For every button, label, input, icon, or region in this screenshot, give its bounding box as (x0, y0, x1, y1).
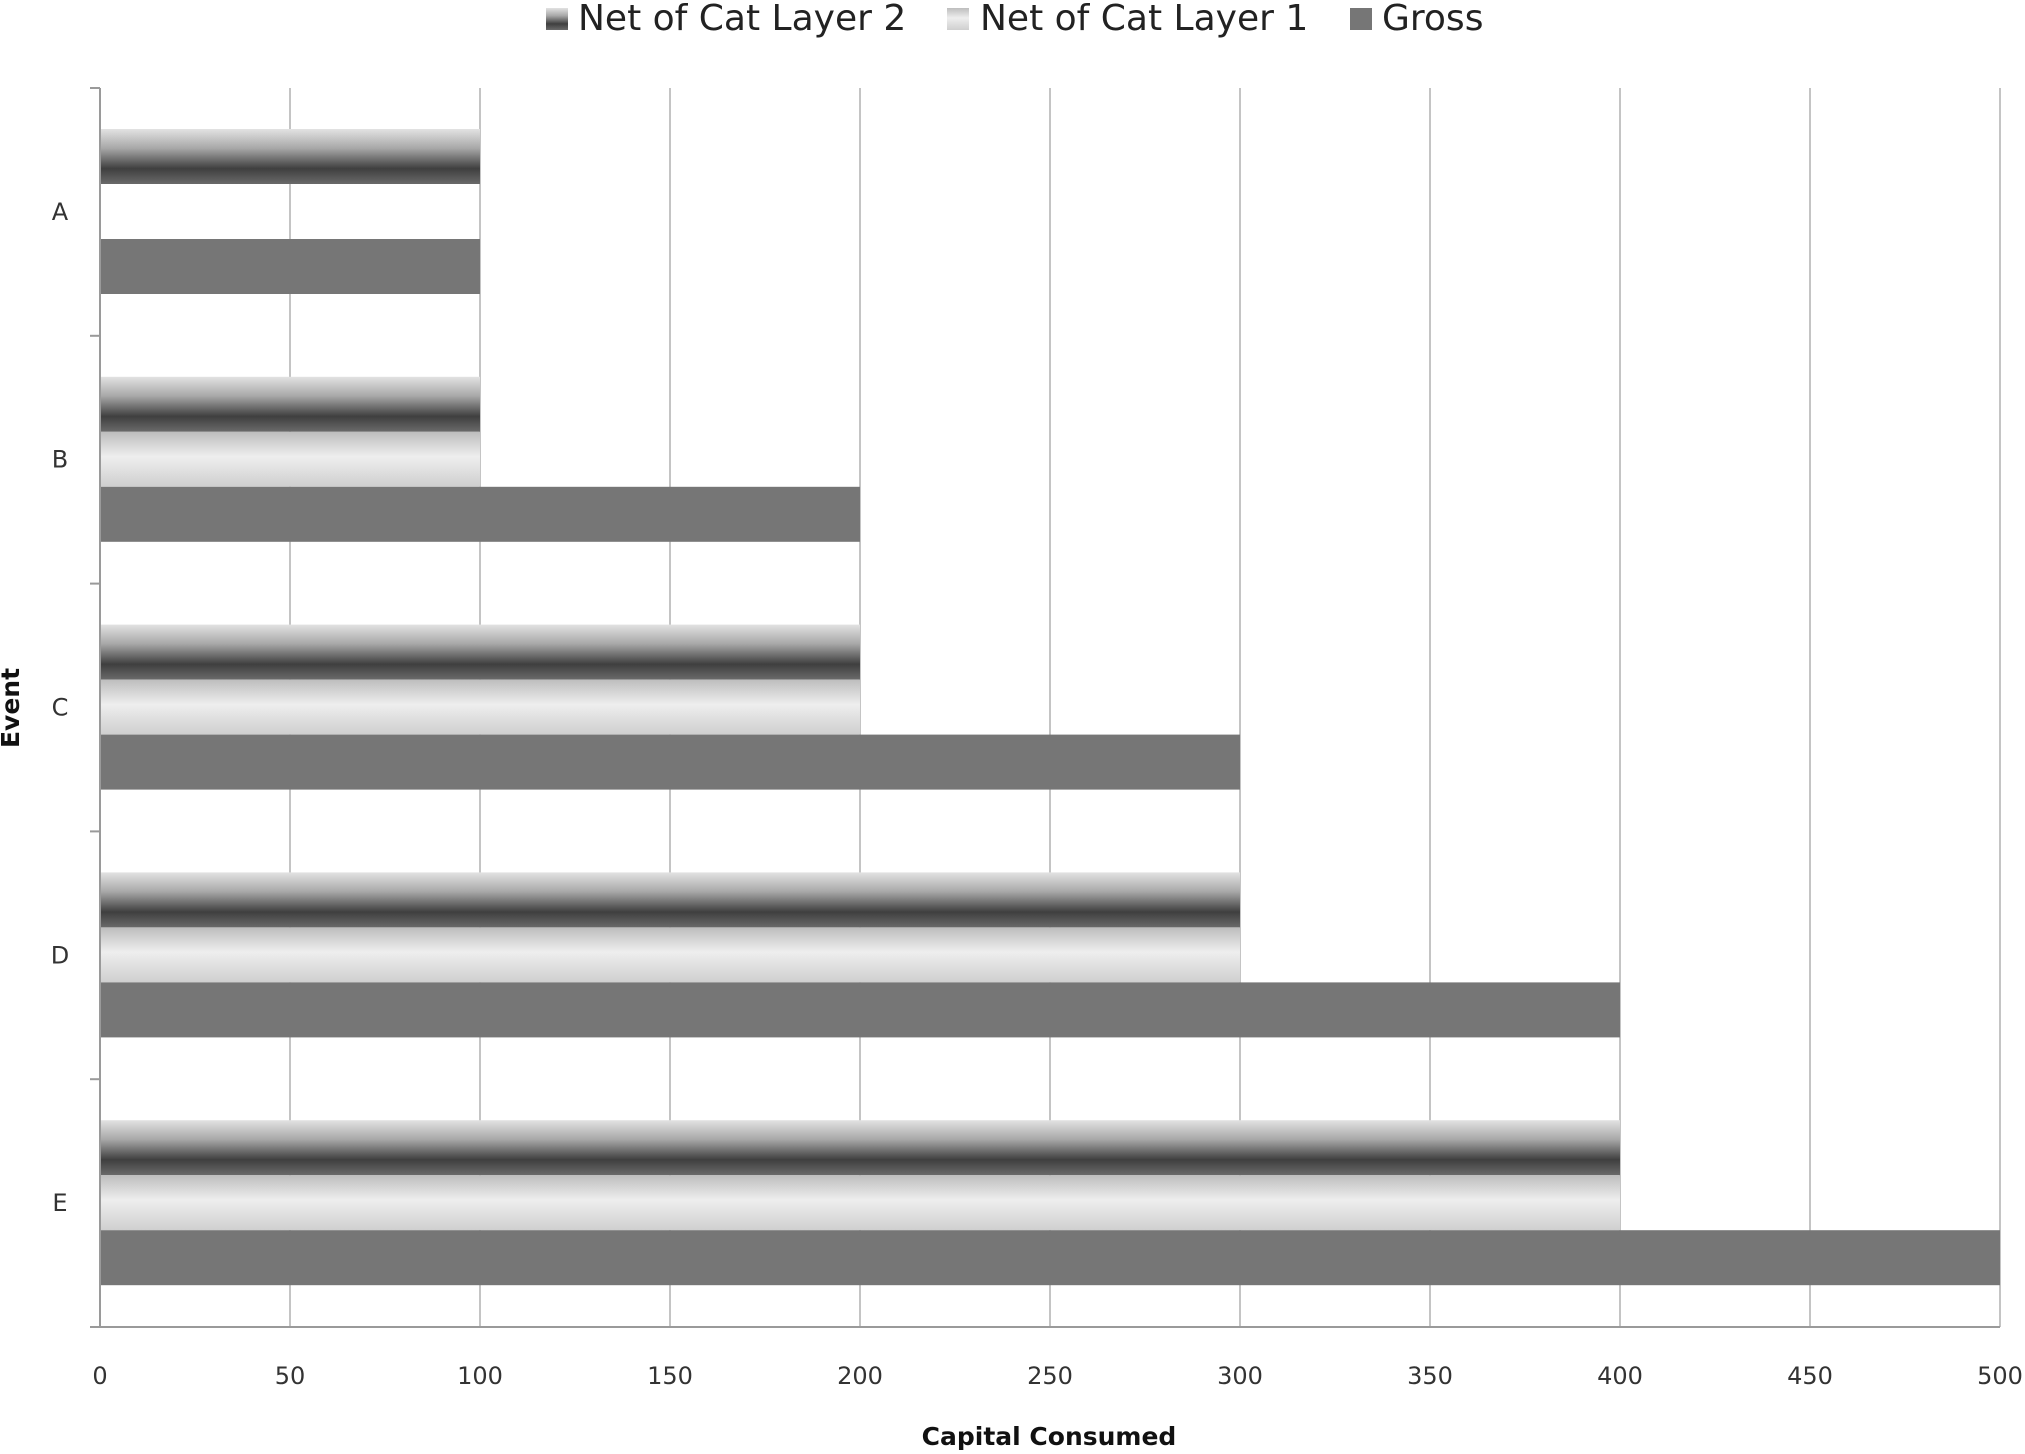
bar-net-cat-layer-1 (100, 1175, 1620, 1231)
legend-swatch-layer2 (546, 8, 568, 30)
x-axis-title: Capital Consumed (922, 1422, 1177, 1451)
y-tick-label: E (52, 1189, 67, 1217)
x-tick-label: 400 (1597, 1362, 1643, 1390)
bar-net-cat-layer-1 (100, 927, 1240, 983)
gridlines (289, 88, 2001, 1327)
bar-gross (100, 486, 860, 542)
y-tick-label: B (52, 446, 68, 474)
bar-gross (100, 734, 1240, 790)
legend: Net of Cat Layer 2 Net of Cat Layer 1 Gr… (546, 0, 1483, 39)
legend-label-gross: Gross (1382, 0, 1483, 39)
x-tick-label: 300 (1217, 1362, 1263, 1390)
legend-swatch-layer1 (947, 8, 969, 30)
bar-gross (100, 1230, 2000, 1286)
legend-label-layer1: Net of Cat Layer 1 (980, 0, 1308, 39)
x-tick-label: 250 (1027, 1362, 1073, 1390)
x-tick-label: 500 (1977, 1362, 2023, 1390)
bar-net-cat-layer-1 (100, 679, 860, 735)
axes (90, 87, 2000, 1328)
x-tick-label: 50 (275, 1362, 306, 1390)
bar-net-cat-layer-2 (100, 872, 1240, 928)
x-tick-labels: 0 50 100 150 200 250 300 350 400 450 500 (92, 1362, 2023, 1390)
bar-gross (100, 982, 1620, 1038)
bar-gross (100, 239, 480, 294)
x-tick-label: 150 (647, 1362, 693, 1390)
x-tick-label: 450 (1787, 1362, 1833, 1390)
legend-item-layer1: Net of Cat Layer 1 (947, 0, 1308, 39)
bar-net-cat-layer-2 (100, 1120, 1620, 1176)
legend-swatch-gross (1350, 8, 1372, 30)
y-tick-labels: A B C D E (51, 198, 69, 1217)
x-tick-label: 350 (1407, 1362, 1453, 1390)
bar-net-cat-layer-2 (100, 624, 860, 680)
legend-item-gross: Gross (1350, 0, 1483, 39)
bars (100, 129, 2000, 1286)
bar-net-cat-layer-1 (100, 431, 480, 487)
legend-item-layer2: Net of Cat Layer 2 (546, 0, 906, 39)
x-tick-label: 0 (92, 1362, 107, 1390)
y-axis-title: Event (0, 668, 25, 748)
y-tick-label: C (52, 694, 69, 722)
bar-net-cat-layer-2 (100, 376, 480, 432)
x-tick-label: 200 (837, 1362, 883, 1390)
legend-label-layer2: Net of Cat Layer 2 (578, 0, 906, 39)
x-tick-label: 100 (457, 1362, 503, 1390)
bar-net-cat-layer-2 (100, 129, 480, 184)
y-tick-label: A (52, 198, 69, 226)
y-tick-label: D (51, 941, 69, 969)
